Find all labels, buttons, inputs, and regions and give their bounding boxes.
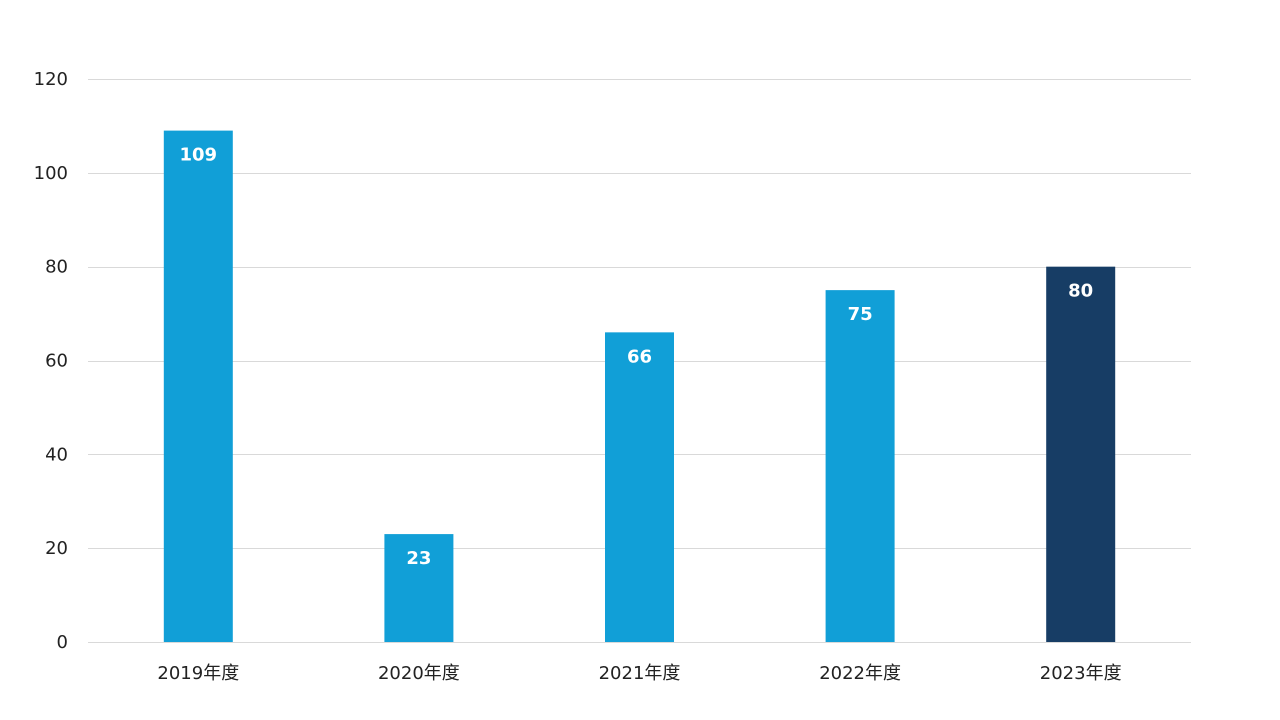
data-label: 80 (1068, 281, 1093, 302)
x-tick-label: 2021年度 (599, 663, 681, 684)
data-label: 66 (627, 346, 652, 367)
data-label: 23 (406, 548, 431, 569)
x-tick-label: 2019年度 (157, 663, 239, 684)
x-axis-tick-labels: 2019年度 2020年度 2021年度 2022年度 2023年度 (157, 663, 1121, 684)
bar-2023年度 (1046, 266, 1116, 642)
y-tick-label: 80 (45, 257, 68, 278)
data-label: 109 (180, 145, 218, 166)
y-tick-label: 120 (34, 69, 68, 90)
y-tick-label: 100 (34, 163, 68, 184)
x-tick-label: 2023年度 (1040, 663, 1122, 684)
bar-2019年度 (163, 130, 233, 642)
bars (163, 130, 1116, 642)
data-label: 75 (848, 304, 873, 325)
bar-2020年度 (384, 534, 454, 642)
y-tick-label: 0 (57, 632, 68, 653)
x-tick-label: 2022年度 (819, 663, 901, 684)
x-tick-label: 2020年度 (378, 663, 460, 684)
y-tick-label: 20 (45, 538, 68, 559)
data-labels: 109 23 66 75 80 (180, 145, 1094, 569)
y-tick-label: 40 (45, 444, 68, 465)
y-tick-label: 60 (45, 351, 68, 372)
bar-2022年度 (825, 290, 895, 642)
bar-2021年度 (605, 332, 674, 642)
y-axis-tick-labels: 0 20 40 60 80 100 120 (34, 69, 68, 653)
